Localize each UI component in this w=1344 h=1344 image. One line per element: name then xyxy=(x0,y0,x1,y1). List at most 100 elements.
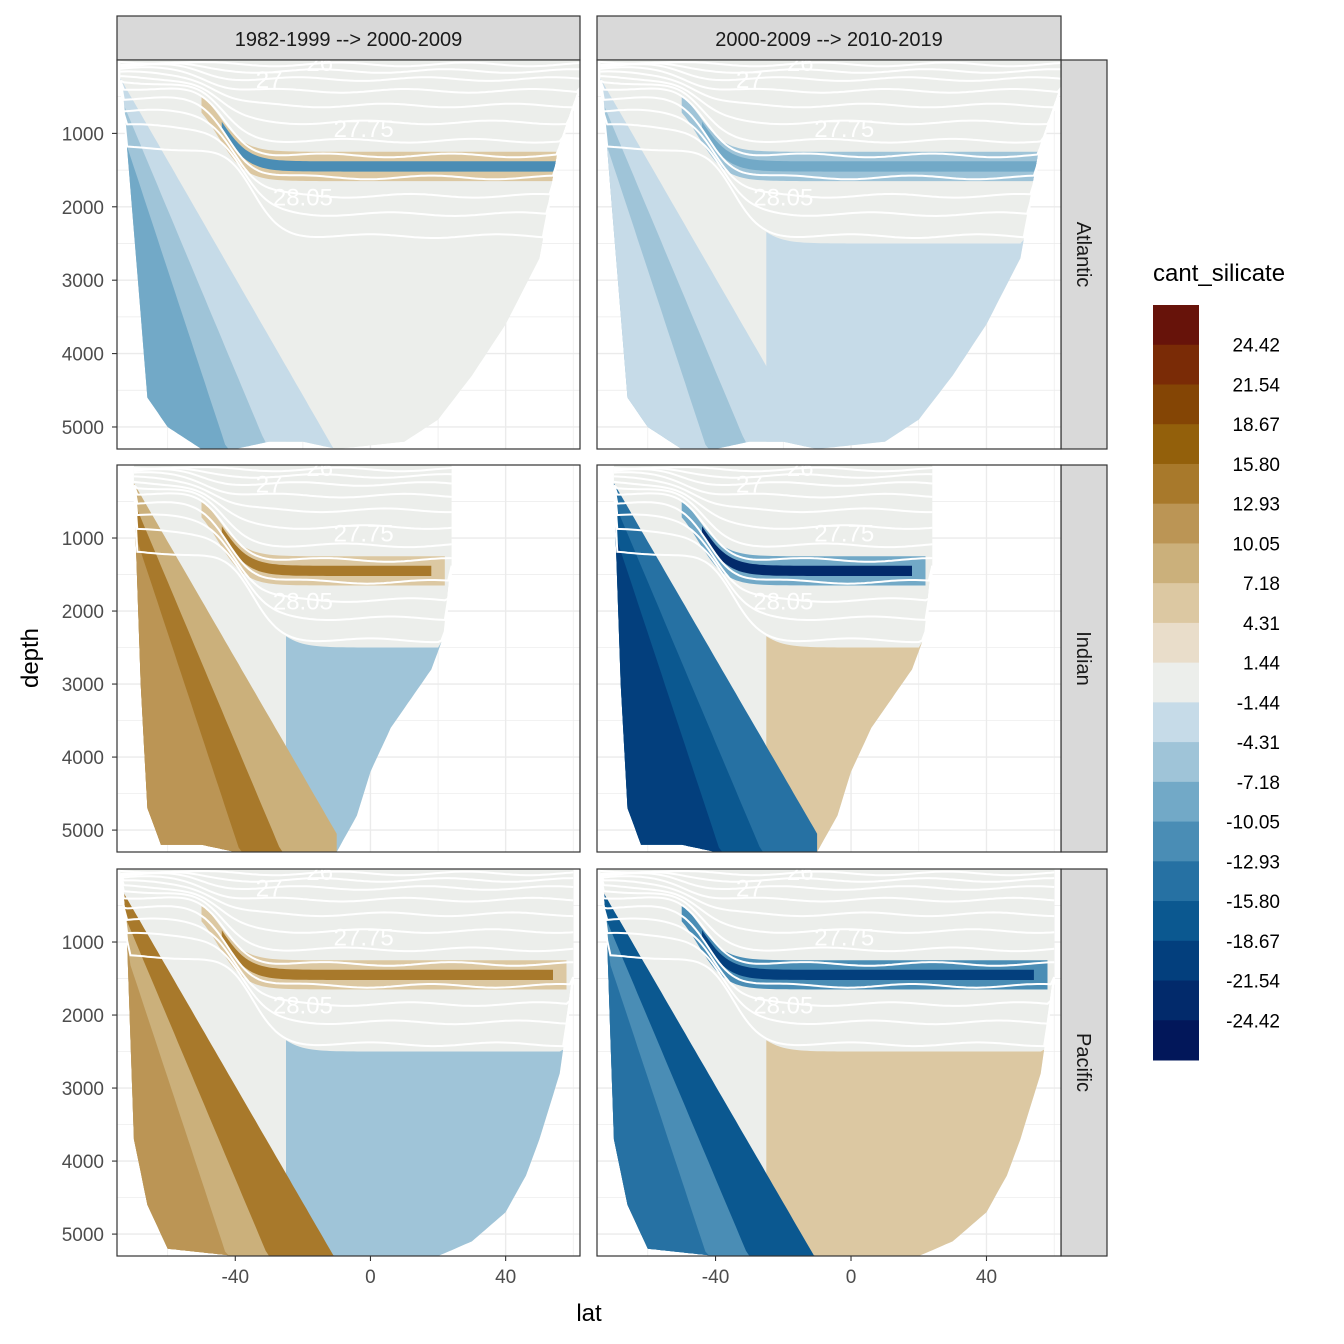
y-axis-title: depth xyxy=(17,628,44,688)
panel-atlantic-1: 26 27 27.75 28.05 xyxy=(116,50,581,450)
isopycnal-line xyxy=(599,79,1061,144)
y-tick-label: 4000 xyxy=(62,748,104,769)
isopycnal-line xyxy=(600,63,1061,82)
legend-keys xyxy=(1153,305,1199,1061)
isopycnal-line xyxy=(119,80,580,199)
isopycnal-line xyxy=(600,66,1061,94)
isopycnal-line xyxy=(119,874,574,953)
isopycnal-label: 26 xyxy=(306,50,333,77)
isopycnal-label: 28.05 xyxy=(273,589,333,616)
isopycnal-line xyxy=(119,873,574,903)
panel-pacific-2: 26 27 27.75 28.05 xyxy=(596,859,1062,1257)
isopycnal-labels: 26 27 27.75 28.05 xyxy=(736,455,874,616)
isopycnal-line xyxy=(599,874,1056,1007)
contour-band xyxy=(681,903,1048,990)
isopycnal-line xyxy=(119,80,580,181)
y-tick-label: 4000 xyxy=(62,1152,104,1173)
legend-label: -24.42 xyxy=(1226,1011,1280,1032)
isopycnal-line xyxy=(613,480,933,530)
isopycnal-line xyxy=(599,874,1055,953)
isopycnal-line xyxy=(133,468,452,487)
legend-label: 18.67 xyxy=(1232,415,1280,436)
isopycnal-label: 26 xyxy=(787,455,814,482)
isopycnal-line xyxy=(599,80,1061,239)
isopycnal-line xyxy=(600,872,1055,891)
isopycnal-lines xyxy=(132,466,453,644)
x-tick-label: 0 xyxy=(365,1267,376,1288)
contour-band xyxy=(221,930,554,980)
contour-band xyxy=(120,82,276,449)
isopycnal-line xyxy=(612,485,934,622)
isopycnal-lines xyxy=(599,60,1061,239)
contour-band xyxy=(133,486,276,852)
legend-key xyxy=(1153,424,1199,465)
legend-label: -4.31 xyxy=(1237,733,1280,754)
isopycnal-line xyxy=(600,75,1061,126)
isopycnal-line xyxy=(599,874,1056,1048)
contour-band xyxy=(702,121,1041,172)
legend-key xyxy=(1153,384,1199,425)
y-tick-label: 3000 xyxy=(62,1079,104,1100)
legend-label: 15.80 xyxy=(1232,455,1280,476)
isopycnal-line xyxy=(132,485,453,603)
panels: 26 27 27.75 28.05 26 27 27.75 28.05 26 27 27.75 28.… xyxy=(116,50,1062,1257)
isopycnal-line xyxy=(613,467,933,479)
row-strip-indian-label: Indian xyxy=(1072,631,1094,686)
isopycnal-line xyxy=(132,485,452,563)
contour-band xyxy=(681,94,1055,182)
isopycnal-label: 26 xyxy=(787,859,814,886)
isopycnal-label: 28.05 xyxy=(273,184,333,211)
isopycnal-labels: 26 27 27.75 28.05 xyxy=(256,869,394,1020)
isopycnal-label: 27.75 xyxy=(814,925,874,952)
isopycnal-line xyxy=(599,874,1055,967)
legend-key xyxy=(1153,1020,1199,1061)
y-tick-label: 1000 xyxy=(62,124,104,145)
row-strip-atlantic-label: Atlantic xyxy=(1072,222,1094,288)
legend-label: 21.54 xyxy=(1232,375,1280,396)
isopycnal-labels: 26 27 27.75 28.05 xyxy=(256,50,394,211)
legend-label: -12.93 xyxy=(1226,852,1280,873)
isopycnal-line xyxy=(119,874,574,967)
row-strip-pacific-label: Pacific xyxy=(1072,1033,1094,1092)
x-axis-title: lat xyxy=(576,1300,602,1327)
panel-pacific-1: 26 27 27.75 28.05 xyxy=(116,868,581,1257)
contour-band xyxy=(766,978,1055,1256)
isopycnal-label: 27 xyxy=(256,67,283,94)
panel-border xyxy=(116,59,581,450)
isopycnal-line xyxy=(613,471,933,499)
isopycnal-line xyxy=(119,80,580,239)
panel-border xyxy=(596,464,1062,853)
isopycnal-label: 27 xyxy=(736,472,763,499)
isopycnal-line xyxy=(119,874,574,918)
legend-label: 7.18 xyxy=(1243,574,1280,595)
legend-key xyxy=(1153,861,1199,902)
isopycnal-label: 27 xyxy=(256,876,283,903)
legend-title: cant_silicate xyxy=(1153,260,1285,287)
contour-band xyxy=(766,567,933,852)
isopycnal-line xyxy=(599,80,1061,159)
isopycnal-label: 28.05 xyxy=(753,589,813,616)
isopycnal-line xyxy=(119,874,575,1026)
isopycnal-line xyxy=(120,872,574,891)
contour-fields: 26 27 27.75 28.05 xyxy=(119,50,580,449)
x-tick-label: -40 xyxy=(222,1267,249,1288)
legend-key xyxy=(1153,583,1199,624)
isopycnal-line xyxy=(120,66,580,94)
isopycnal-line xyxy=(133,471,452,499)
isopycnal-line xyxy=(119,79,580,144)
isopycnal-line xyxy=(120,70,580,109)
isopycnal-line xyxy=(120,60,580,68)
contour-fields: 26 27 27.75 28.05 xyxy=(599,60,1061,449)
isopycnal-line xyxy=(600,60,1061,68)
y-tick-label: 5000 xyxy=(62,418,104,439)
column-strip-2: 2000-2009 --> 2010-2019 xyxy=(596,15,1062,61)
isopycnal-label: 27.75 xyxy=(334,925,394,952)
row-strip-atlantic: Atlantic xyxy=(1060,59,1108,450)
isopycnal-line xyxy=(133,466,452,473)
contour-band xyxy=(120,876,276,1256)
y-tick-label: 4000 xyxy=(62,345,104,366)
contour-band xyxy=(221,526,432,576)
isopycnal-label: 27.75 xyxy=(334,116,394,143)
isopycnal-line xyxy=(599,874,1055,918)
panel-atlantic-2: 26 27 27.75 28.05 xyxy=(596,59,1062,450)
